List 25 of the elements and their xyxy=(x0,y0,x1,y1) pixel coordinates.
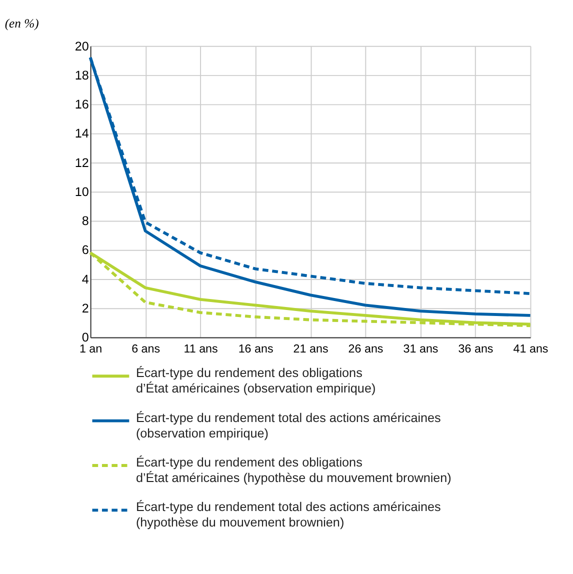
x-tick-label: 1 an xyxy=(79,342,102,356)
y-tick-label: 12 xyxy=(74,156,89,170)
y-tick-label: 2 xyxy=(82,302,89,316)
legend-label: Écart-type du rendement des obligations d’État américaines (hypothèse du mouvement brownien) xyxy=(136,455,452,485)
x-tick-label: 6 ans xyxy=(132,342,160,356)
legend-label: Écart-type du rendement des obligations d’État américaines (observation empirique) xyxy=(136,366,376,396)
x-tick-label: 26 ans xyxy=(348,342,384,356)
legend-label: Écart-type du rendement total des actions américaines (observation empirique) xyxy=(136,410,441,440)
x-tick-label: 16 ans xyxy=(238,342,274,356)
y-tick-label: 16 xyxy=(74,98,89,112)
legend-label: Écart-type du rendement total des actions américaines (hypothèse du mouvement brownien) xyxy=(136,500,441,530)
y-axis-title: (en %) xyxy=(4,16,39,30)
y-tick-label: 8 xyxy=(82,214,89,228)
x-tick-label: 41 ans xyxy=(513,342,548,356)
x-tick-label: 11 ans xyxy=(184,342,218,356)
y-tick-label: 20 xyxy=(74,39,89,54)
x-tick-label: 31 ans xyxy=(403,342,438,356)
y-tick-label: 6 xyxy=(82,243,89,258)
y-tick-label: 14 xyxy=(74,126,89,141)
y-tick-label: 10 xyxy=(74,184,89,199)
y-tick-label: 0 xyxy=(82,330,89,345)
y-tick-label: 4 xyxy=(82,272,89,286)
x-tick-label: 21 ans xyxy=(293,342,328,356)
y-tick-label: 18 xyxy=(74,68,89,82)
x-tick-label: 36 ans xyxy=(458,342,494,356)
